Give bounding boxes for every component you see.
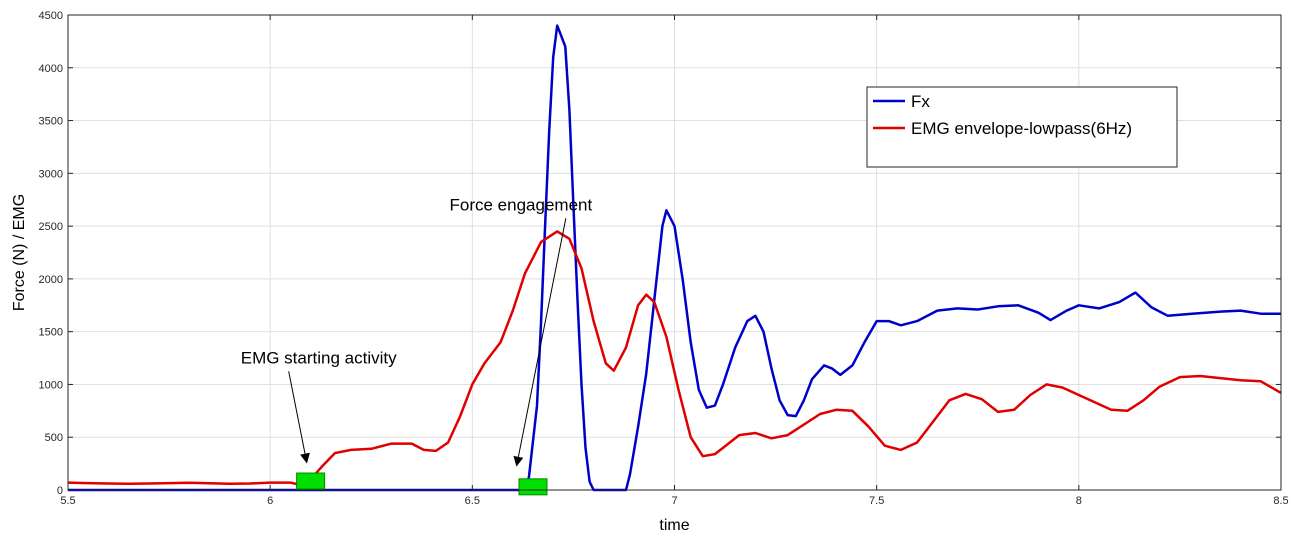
x-axis-label: time bbox=[659, 517, 689, 534]
y-tick-label-6: 3000 bbox=[39, 168, 63, 180]
y-tick-label-7: 3500 bbox=[39, 116, 63, 128]
annotation-layer: EMG starting activity Force engagement bbox=[241, 195, 593, 467]
y-tick-label-8: 4000 bbox=[39, 63, 63, 75]
legend: Fx EMG envelope-lowpass(6Hz) bbox=[866, 86, 1178, 168]
x-tick-label-4: 7.5 bbox=[869, 495, 884, 507]
marker-layer bbox=[296, 472, 548, 496]
x-tick-label-5: 8 bbox=[1076, 495, 1082, 507]
legend-label-fx: Fx bbox=[911, 92, 930, 111]
y-tick-label-1: 500 bbox=[45, 432, 63, 444]
marker-1 bbox=[518, 478, 548, 496]
x-tick-label-1: 6 bbox=[267, 495, 273, 507]
x-tick-label-6: 8.5 bbox=[1273, 495, 1288, 507]
tick-layer: 5.5 6 6.5 7 7.5 8 8.5 0 500 1000 1500 2000 2500 3000 3… bbox=[39, 10, 1289, 507]
annotation-arrow-1 bbox=[513, 218, 567, 467]
y-tick-label-3: 1500 bbox=[39, 327, 63, 339]
x-tick-label-2: 6.5 bbox=[465, 495, 480, 507]
x-tick-label-3: 7 bbox=[671, 495, 677, 507]
grid bbox=[67, 14, 1282, 491]
legend-box bbox=[866, 86, 1178, 168]
annotation-arrow-0 bbox=[288, 371, 310, 464]
annotation-label-0: EMG starting activity bbox=[241, 348, 397, 367]
y-tick-label-5: 2500 bbox=[39, 221, 63, 233]
y-axis-label: Force (N) / EMG bbox=[11, 194, 28, 311]
x-tick-label-0: 5.5 bbox=[60, 495, 75, 507]
y-tick-label-9: 4500 bbox=[39, 10, 63, 22]
y-tick-label-4: 2000 bbox=[39, 274, 63, 286]
y-tick-label-0: 0 bbox=[57, 485, 63, 497]
marker-0 bbox=[296, 472, 326, 490]
series-line-fx bbox=[68, 24, 1281, 492]
y-tick-label-2: 1000 bbox=[39, 379, 63, 391]
legend-label-emg: EMG envelope-lowpass(6Hz) bbox=[911, 119, 1132, 138]
annotation-label-1: Force engagement bbox=[450, 195, 593, 214]
